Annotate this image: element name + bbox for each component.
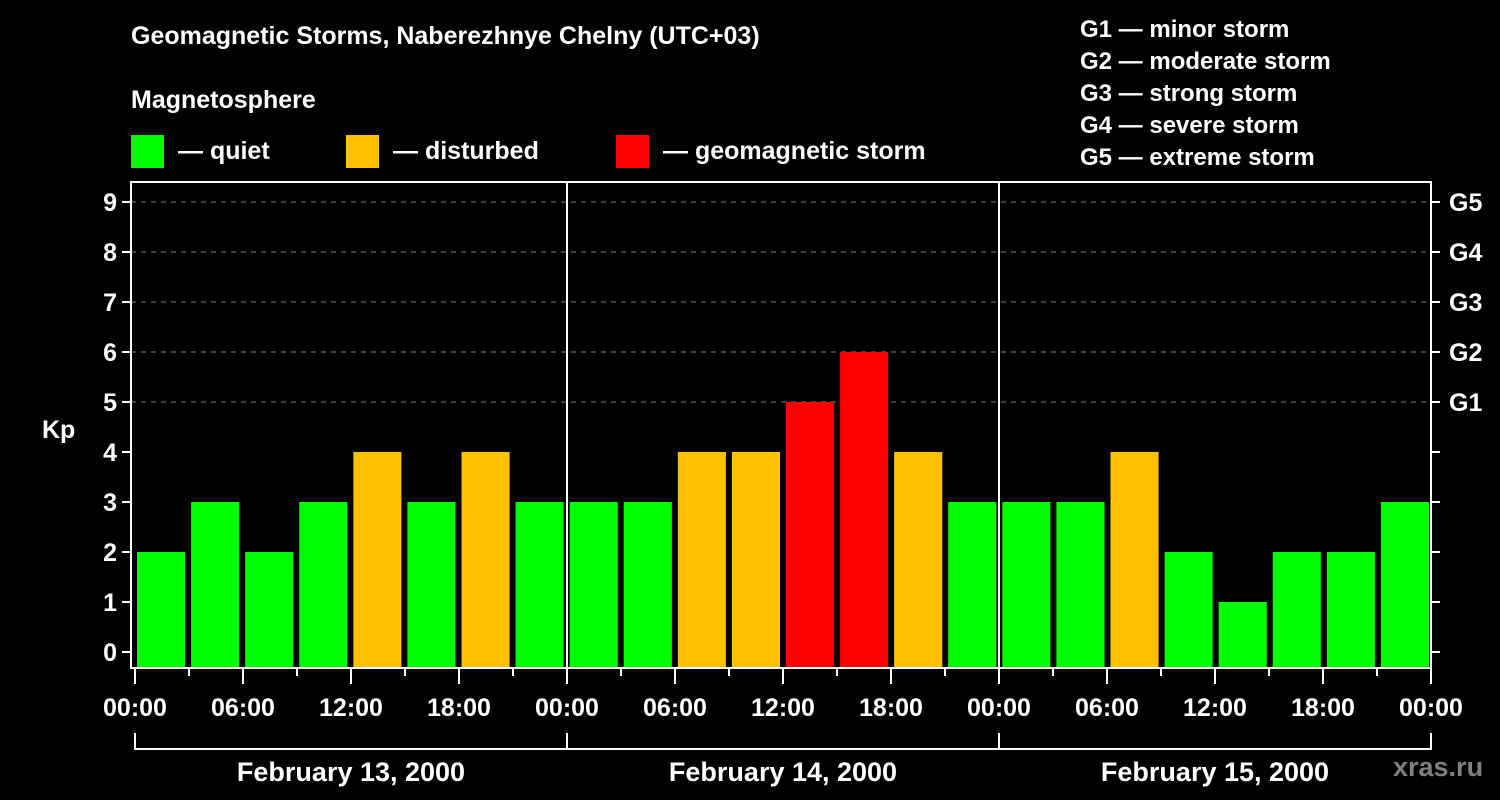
x-tick-label: 18:00 xyxy=(859,694,923,722)
kp-bar xyxy=(948,502,997,667)
x-tick-label: 00:00 xyxy=(967,694,1031,722)
kp-bar xyxy=(731,452,780,667)
kp-bar xyxy=(407,502,456,667)
axis-labels: 0 1 2 3 4 5 6 7 8 9 G1 G2 G3 G4 G5 Kp 00:00 06:00 12:00 18:… xyxy=(42,189,1482,787)
g-scale-item: G3 — strong storm xyxy=(1080,80,1298,107)
kp-bar xyxy=(894,452,943,667)
kp-bar xyxy=(786,402,835,667)
g-scale-item: G4 — severe storm xyxy=(1080,112,1299,139)
kp-bar xyxy=(1056,502,1105,667)
axes xyxy=(122,181,1440,750)
kp-bar xyxy=(515,502,564,667)
legend-disturbed: — disturbed xyxy=(346,134,539,168)
y-tick-label: 0 xyxy=(103,639,117,667)
g-level-label: G2 xyxy=(1449,339,1482,367)
x-tick-label: 12:00 xyxy=(1183,694,1247,722)
y-tick-label: 5 xyxy=(103,389,117,417)
kp-bar xyxy=(137,552,186,667)
x-tick-label: 12:00 xyxy=(319,694,383,722)
kp-bar xyxy=(840,352,889,667)
legend-quiet-label: — quiet xyxy=(178,136,270,165)
x-tick-label: 06:00 xyxy=(643,694,707,722)
legend-storm: — geomagnetic storm xyxy=(616,134,926,168)
g-level-label: G3 xyxy=(1449,289,1482,317)
quiet-swatch-icon xyxy=(131,134,164,168)
y-tick-label: 2 xyxy=(103,539,117,567)
kp-bar xyxy=(677,452,726,667)
legend-quiet: — quiet xyxy=(131,134,270,168)
day-label: February 15, 2000 xyxy=(1101,757,1329,787)
x-tick-label: 00:00 xyxy=(535,694,599,722)
day-label: February 13, 2000 xyxy=(237,757,465,787)
y-axis-label: Kp xyxy=(42,416,75,444)
y-tick-label: 1 xyxy=(103,589,117,617)
kp-bar xyxy=(299,502,348,667)
g-level-label: G5 xyxy=(1449,189,1482,217)
grid-lines xyxy=(131,201,1431,403)
y-tick-label: 3 xyxy=(103,489,117,517)
g-scale-legend: G1 — minor storm G2 — moderate storm G3 … xyxy=(1080,14,1331,174)
watermark: xras.ru xyxy=(1393,752,1484,782)
x-tick-label: 00:00 xyxy=(1399,694,1463,722)
kp-bar xyxy=(569,502,618,667)
bars xyxy=(137,352,1429,667)
y-tick-label: 4 xyxy=(103,439,117,467)
x-tick-label: 06:00 xyxy=(211,694,275,722)
g-scale-item: G5 — extreme storm xyxy=(1080,144,1315,171)
kp-bar xyxy=(191,502,240,667)
g-level-label: G4 xyxy=(1449,239,1482,267)
legend-storm-label: — geomagnetic storm xyxy=(663,136,926,165)
x-tick-label: 18:00 xyxy=(1291,694,1355,722)
kp-bar xyxy=(1164,552,1213,667)
disturbed-swatch-icon xyxy=(346,134,379,168)
kp-bar xyxy=(1326,552,1375,667)
g-level-label: G1 xyxy=(1449,389,1482,417)
storm-swatch-icon xyxy=(616,134,649,168)
kp-bar xyxy=(1002,502,1051,667)
kp-bar xyxy=(1110,452,1159,667)
x-tick-label: 00:00 xyxy=(103,694,167,722)
kp-bar xyxy=(1218,602,1267,667)
day-label: February 14, 2000 xyxy=(669,757,897,787)
kp-bar xyxy=(623,502,672,667)
x-tick-label: 06:00 xyxy=(1075,694,1139,722)
legend-heading: Magnetosphere xyxy=(131,86,316,114)
y-tick-label: 7 xyxy=(103,289,117,317)
y-tick-label: 9 xyxy=(103,189,117,217)
kp-bar xyxy=(461,452,510,667)
y-tick-label: 6 xyxy=(103,339,117,367)
chart-title: Geomagnetic Storms, Naberezhnye Chelny (… xyxy=(131,22,760,50)
legend-disturbed-label: — disturbed xyxy=(393,136,539,165)
x-tick-label: 12:00 xyxy=(751,694,815,722)
kp-bar xyxy=(1272,552,1321,667)
g-scale-item: G2 — moderate storm xyxy=(1080,48,1331,75)
y-tick-label: 8 xyxy=(103,239,117,267)
g-scale-item: G1 — minor storm xyxy=(1080,16,1290,43)
plot-frame xyxy=(130,181,1432,669)
x-tick-label: 18:00 xyxy=(427,694,491,722)
kp-bar xyxy=(353,452,402,667)
kp-bar xyxy=(245,552,294,667)
kp-bar xyxy=(1380,502,1429,667)
